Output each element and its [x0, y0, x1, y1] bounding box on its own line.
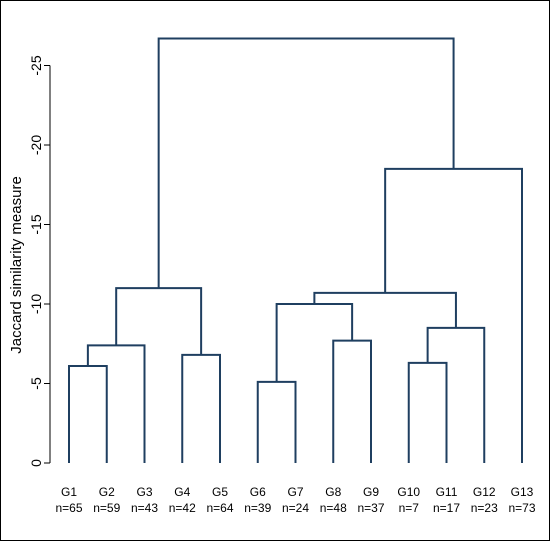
- leaf-count-label: n=59: [93, 501, 120, 515]
- leaf-name-label: G1: [61, 485, 77, 499]
- leaf-name-label: G13: [511, 485, 534, 499]
- leaf-count-label: n=48: [320, 501, 347, 515]
- merge-c5: [256, 380, 297, 463]
- merge-c10: [313, 291, 457, 328]
- dendrogram-links: [68, 37, 523, 463]
- y-tick-label: -5: [28, 377, 44, 390]
- y-tick-label: -10: [28, 294, 44, 314]
- merge-c11: [384, 167, 523, 463]
- leaf-name-label: G10: [397, 485, 420, 499]
- leaf-count-label: n=43: [131, 501, 158, 515]
- merge-c12: [157, 37, 455, 289]
- leaf-count-label: n=42: [169, 501, 196, 515]
- leaf-name-label: G4: [174, 485, 190, 499]
- y-tick-label: -25: [28, 55, 44, 75]
- leaf-count-label: n=73: [508, 501, 535, 515]
- merge-c9: [426, 326, 486, 463]
- merge-c6: [332, 339, 372, 463]
- leaf-name-label: G12: [473, 485, 496, 499]
- leaf-count-label: n=64: [206, 501, 233, 515]
- leaf-name-label: G3: [136, 485, 152, 499]
- leaf-name-label: G8: [325, 485, 341, 499]
- y-axis-label: Jaccard similarity measure: [8, 176, 25, 354]
- merge-c3: [181, 353, 221, 463]
- merge-c8: [407, 361, 448, 463]
- leaf-count-label: n=17: [433, 501, 460, 515]
- leaf-count-label: n=65: [55, 501, 82, 515]
- y-axis: 0 -5 -10 -15 -20 -25: [28, 55, 51, 467]
- merge-c2: [86, 344, 146, 463]
- merge-c1: [68, 365, 108, 463]
- leaf-name-label: G2: [99, 485, 115, 499]
- leaf-name-label: G9: [363, 485, 379, 499]
- leaf-name-label: G5: [212, 485, 228, 499]
- leaf-labels: G1 n=65 G2 n=59 G3 n=43 G4 n=42 G5 n=64 G6 n=39 G7 n=…: [55, 485, 535, 515]
- leaf-count-label: n=7: [399, 501, 420, 515]
- leaf-name-label: G11: [436, 485, 458, 499]
- leaf-count-label: n=37: [357, 501, 384, 515]
- leaf-count-label: n=23: [471, 501, 498, 515]
- leaf-count-label: n=39: [244, 501, 271, 515]
- y-tick-label: -15: [28, 214, 44, 234]
- leaf-name-label: G7: [287, 485, 303, 499]
- merge-c7: [275, 303, 354, 382]
- y-tick-label: 0: [28, 459, 44, 467]
- y-tick-label: -20: [28, 135, 44, 155]
- leaf-count-label: n=24: [282, 501, 309, 515]
- leaf-name-label: G6: [250, 485, 266, 499]
